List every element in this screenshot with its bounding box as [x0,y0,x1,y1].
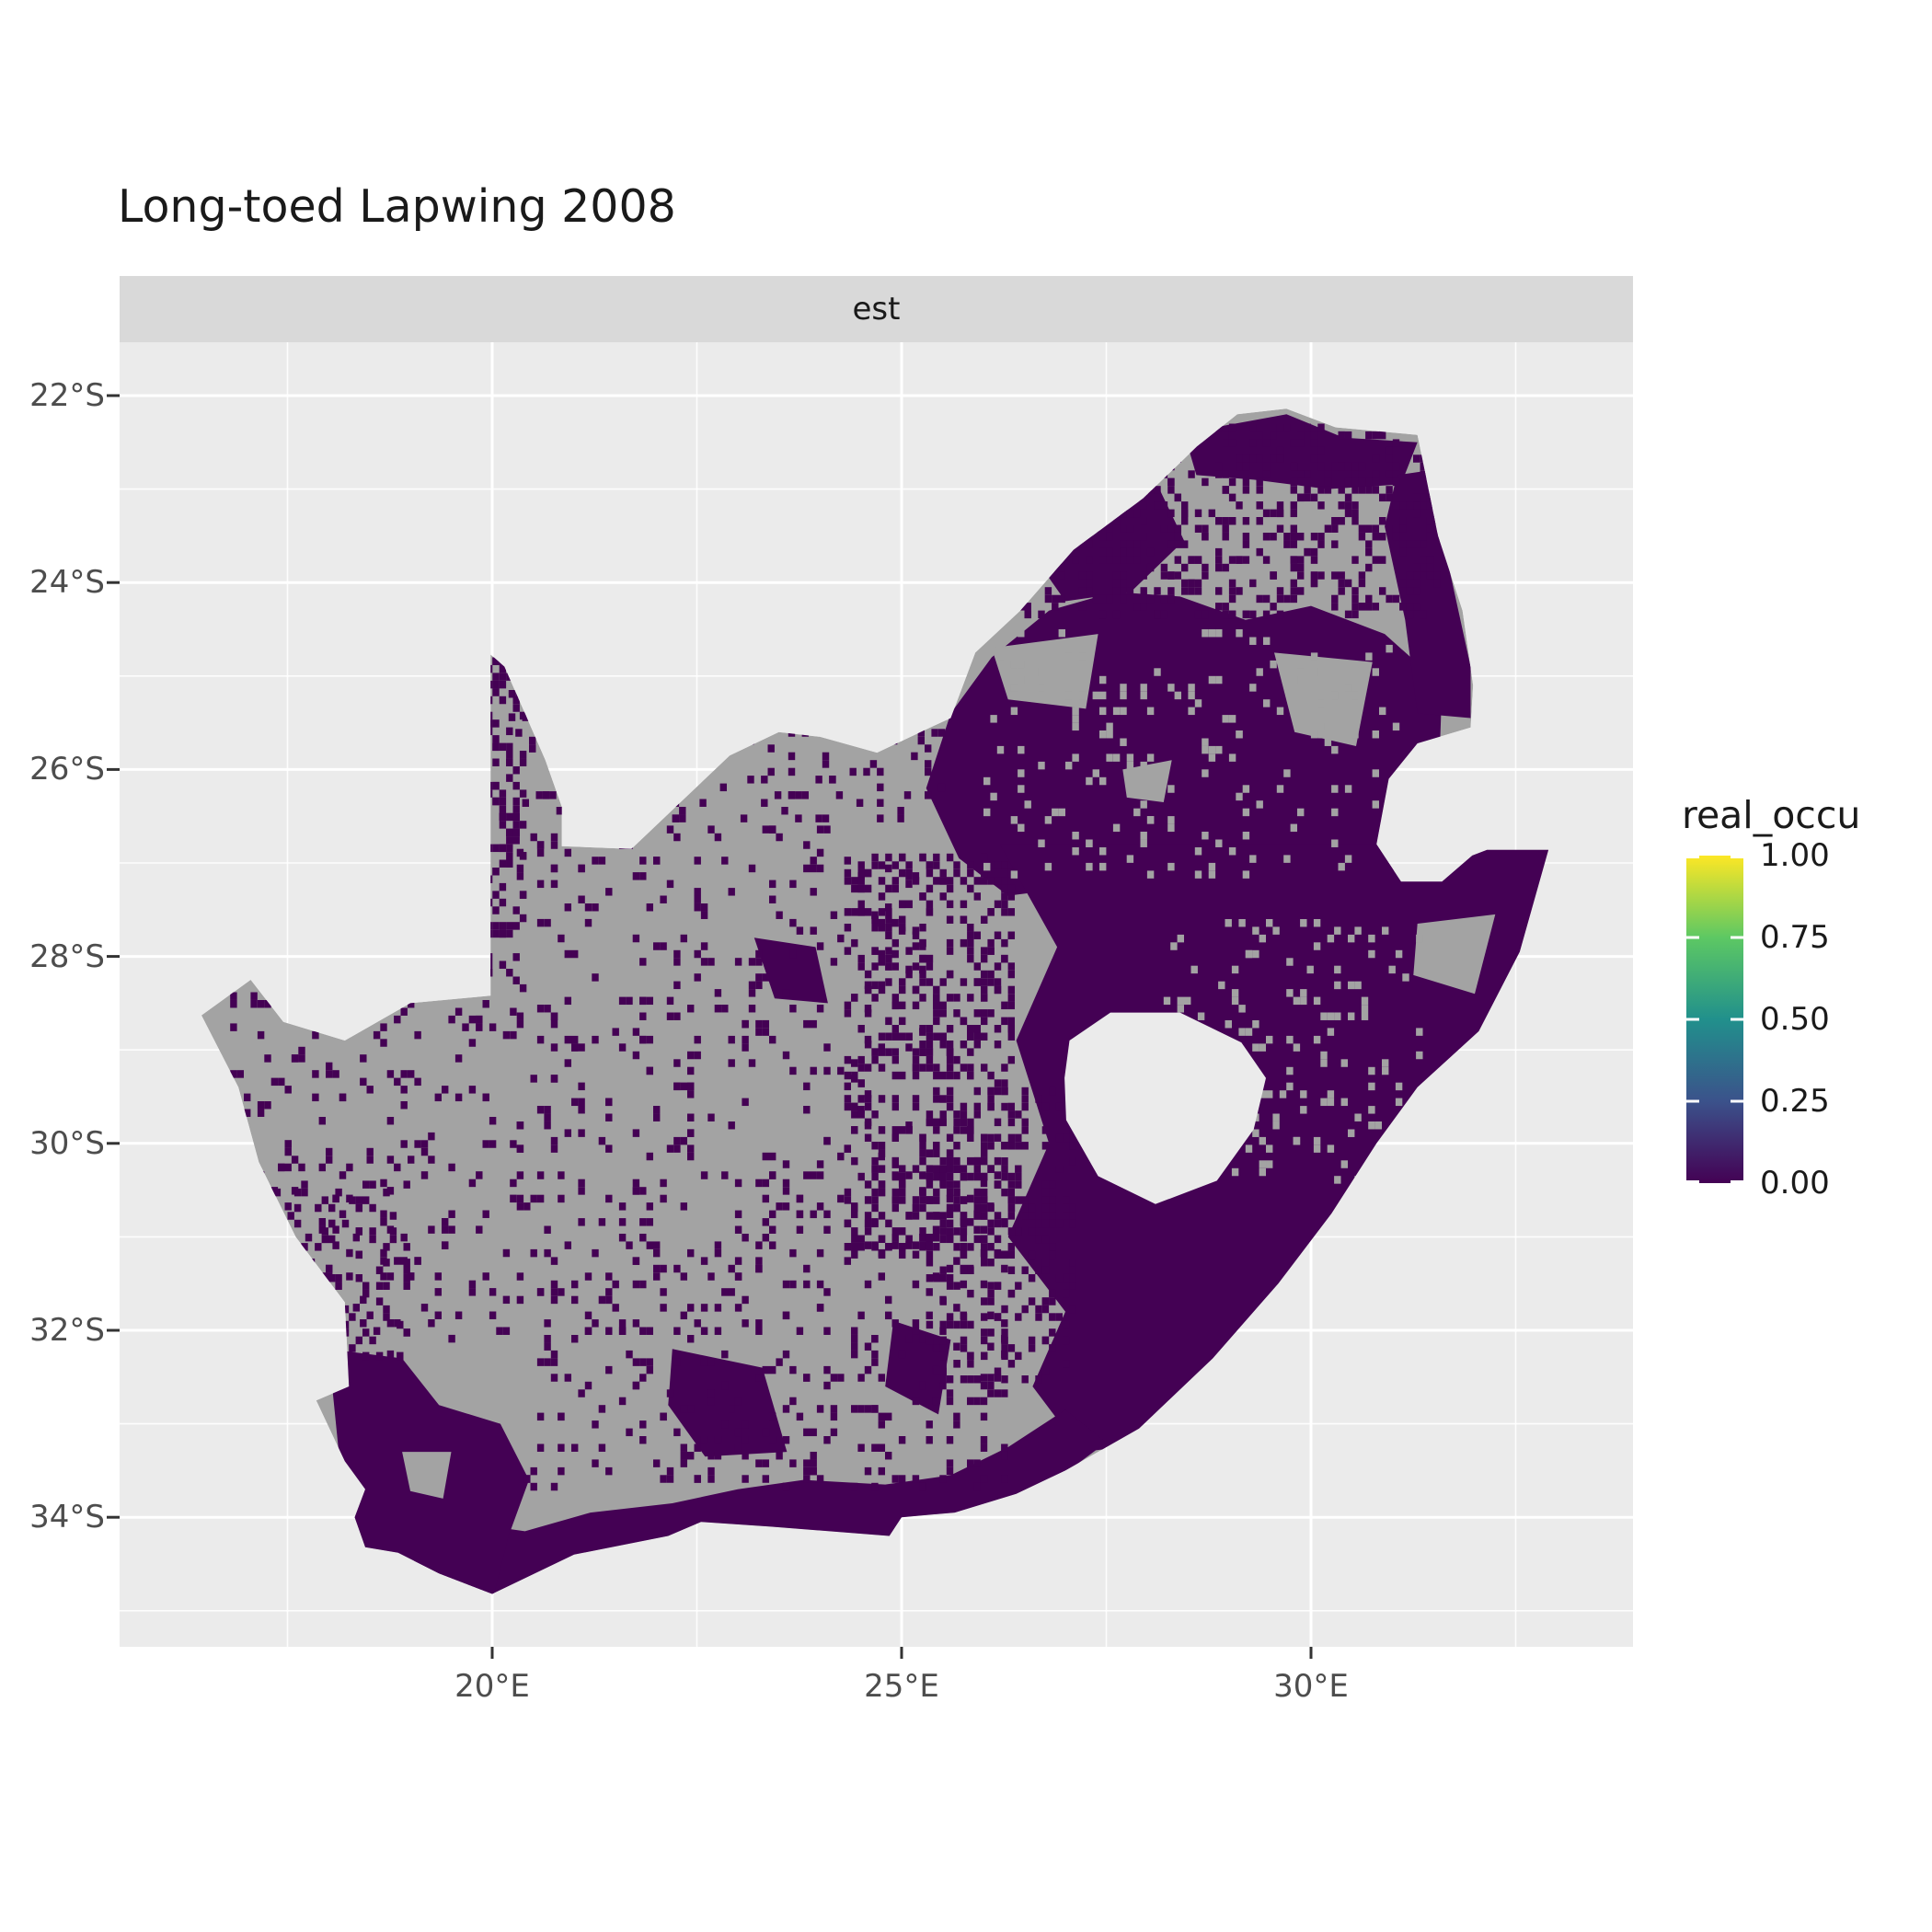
lesotho-hole [1064,1012,1266,1204]
legend-tick-label: 0.50 [1760,1001,1830,1038]
legend-tick-label: 0.75 [1760,919,1830,956]
legend-tick-label: 0.00 [1760,1165,1830,1202]
legend-tick-label: 1.00 [1760,837,1830,874]
x-axis-tick-label: 30°E [1273,1668,1349,1705]
map-occ-zero-region [999,844,1549,1453]
legend-title: real_occu [1682,793,1861,837]
y-axis-tick-label: 22°S [29,377,105,414]
map-na-patch [1413,914,1496,995]
plot-title: Long-toed Lapwing 2008 [118,180,676,233]
map-na-patch [1122,760,1172,802]
map-occ-zero-region [1184,414,1418,489]
facet-strip: est [120,276,1633,342]
legend-tick-label: 0.25 [1760,1083,1830,1120]
x-axis-tick-label: 25°E [864,1668,939,1705]
y-axis-tick-label: 30°S [29,1124,105,1162]
y-axis-tick-label: 34°S [29,1499,105,1536]
map-na-patch [991,634,1098,709]
map-na-patch [402,1452,452,1499]
y-axis-tick-label: 24°S [29,564,105,602]
y-axis-tick-label: 32°S [29,1312,105,1349]
y-axis-tick-label: 28°S [29,937,105,975]
y-axis-tick-label: 26°S [29,751,105,788]
x-axis-tick-label: 20°E [454,1668,530,1705]
map-occ-zero-region [753,937,828,1004]
facet-strip-label: est [852,291,901,328]
